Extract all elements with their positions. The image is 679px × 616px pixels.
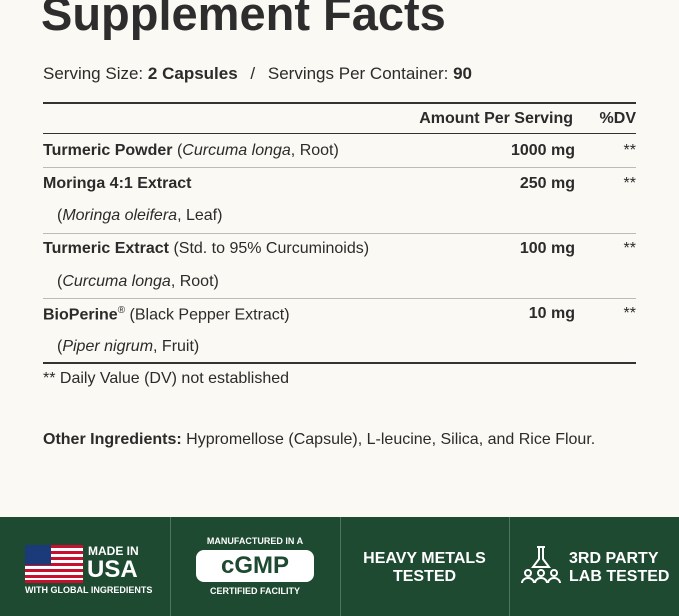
name: Turmeric Powder: [43, 142, 173, 159]
badge-bottom: WITH GLOBAL INGREDIENTS: [25, 585, 153, 595]
sub: (Moringa oleifera, Leaf): [57, 207, 222, 225]
separator: [509, 517, 510, 616]
amount: 100 mg: [519, 240, 575, 257]
amount: 10 mg: [528, 305, 575, 322]
note: , Root): [170, 273, 219, 290]
note: (: [57, 207, 63, 224]
note: Piper nigrum: [62, 338, 154, 355]
note: (: [57, 273, 63, 290]
row: Moringa 4:1 Extract: [43, 175, 191, 193]
note: Curcuma longa: [182, 142, 291, 159]
row: BioPerine® (Black Pepper Extract): [43, 305, 290, 324]
text: Hypromellose (Capsule), L-leucine, Silic…: [186, 431, 596, 448]
value: 2 Capsules: [147, 64, 238, 83]
note: , Fruit): [153, 338, 200, 355]
dv: **: [623, 240, 636, 257]
value: 90: [453, 64, 473, 83]
note: (Black Pepper Extract): [129, 306, 290, 324]
badge-bottom: CERTIFIED FACILITY: [210, 586, 300, 596]
title: Supplement Facts: [41, 0, 446, 40]
badge-main: USA: [87, 556, 138, 583]
label: Other Ingredients:: [43, 431, 182, 448]
footnote: ** Daily Value (DV) not established: [43, 370, 290, 387]
lab-icon: [521, 546, 561, 584]
note: Moringa oleifera: [62, 207, 178, 224]
badge-main: LAB TESTED: [569, 568, 670, 585]
rule: [43, 362, 636, 364]
separator: [170, 517, 171, 616]
badge-top: MANUFACTURED IN A: [206, 536, 304, 546]
header-amount: Amount Per Serving: [419, 110, 573, 127]
dv: **: [623, 175, 636, 192]
rule: [43, 102, 636, 104]
note: (: [57, 338, 63, 355]
note: , Root): [290, 142, 339, 159]
amount: 250 mg: [519, 175, 575, 192]
badge-top: 3RD PARTY: [569, 550, 659, 567]
badge-top: MADE IN: [88, 544, 139, 558]
badge-main: cGMP: [196, 550, 314, 582]
sub: (Piper nigrum, Fruit): [57, 338, 199, 356]
other-ingredients: Other Ingredients: Hypromellose (Capsule…: [43, 431, 595, 449]
header-dv: %DV: [599, 110, 636, 127]
rule: [43, 167, 636, 168]
note: , Leaf): [177, 207, 223, 224]
dv: **: [623, 305, 636, 322]
badge-top: HEAVY METALS: [363, 550, 486, 567]
row: Turmeric Powder (Curcuma longa, Root): [43, 142, 339, 160]
name: Turmeric Extract: [43, 240, 169, 257]
separator: [340, 517, 341, 616]
separator: /: [250, 64, 256, 83]
badge-band: [0, 517, 679, 616]
note: Curcuma longa: [62, 273, 171, 290]
flag-icon: [25, 545, 83, 583]
sub: (Curcuma longa, Root): [57, 273, 219, 291]
note: (Std. to 95% Curcuminoids): [173, 240, 370, 257]
serving-line: Serving Size: 2 Capsules / Servings Per …: [43, 64, 472, 84]
badge-main: TESTED: [392, 568, 457, 585]
label: Servings Per Container:: [267, 64, 449, 83]
name: BioPerine: [43, 306, 118, 324]
note: (: [176, 142, 183, 159]
rule: [43, 133, 636, 134]
label: Serving Size:: [43, 64, 144, 83]
row: Turmeric Extract (Std. to 95% Curcuminoi…: [43, 240, 369, 258]
rule: [43, 298, 636, 299]
amount: 1000 mg: [510, 142, 575, 159]
mark: ®: [117, 305, 126, 316]
rule: [43, 233, 636, 234]
dv: **: [623, 142, 636, 159]
name: Moringa 4:1 Extract: [43, 175, 192, 192]
